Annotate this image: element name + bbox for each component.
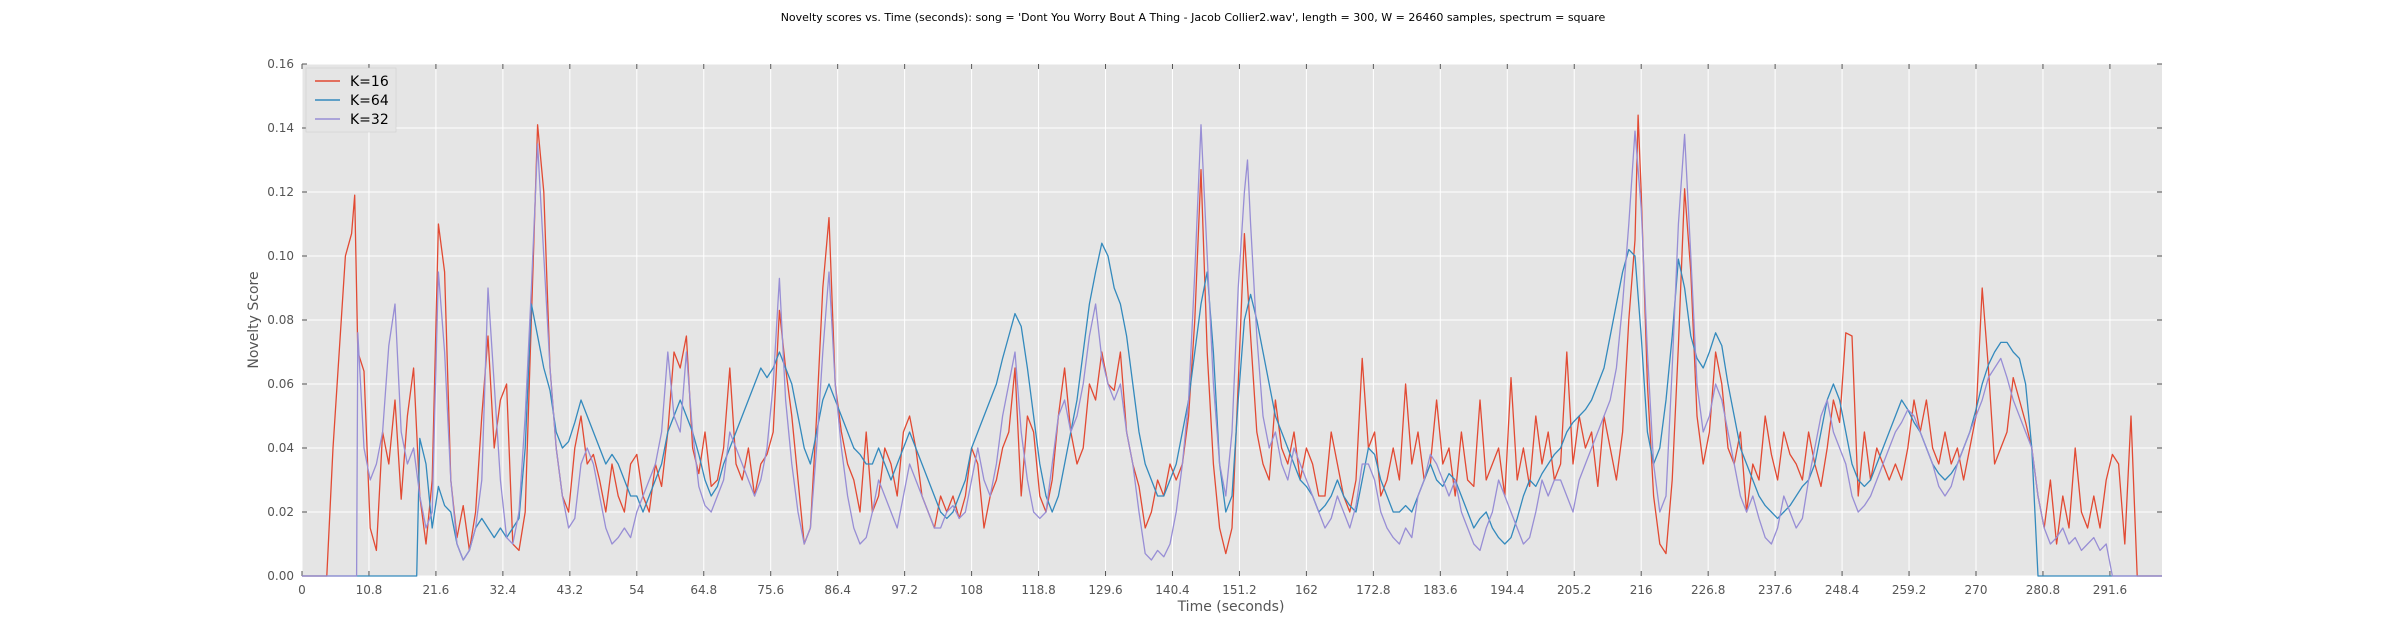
series-line-k16	[302, 114, 2162, 577]
y-tick-label: 0.12	[267, 185, 294, 199]
y-tick-label: 0.16	[267, 57, 294, 71]
x-tick-label: 216	[1630, 583, 1653, 597]
series-lines	[302, 114, 2162, 577]
x-tick-label: 151.2	[1222, 583, 1256, 597]
x-tick-label: 205.2	[1557, 583, 1591, 597]
y-tick-label: 0.14	[267, 121, 294, 135]
y-tick-label: 0.02	[267, 505, 294, 519]
legend-label-k64: K=64	[350, 93, 389, 109]
y-tick-label: 0.10	[267, 249, 294, 263]
x-tick-label: 270	[1965, 583, 1988, 597]
x-tick-label: 21.6	[423, 583, 450, 597]
x-tick-label: 248.4	[1825, 583, 1859, 597]
x-tick-label: 280.8	[2026, 583, 2060, 597]
x-tick-label: 291.6	[2093, 583, 2127, 597]
series-line-k32	[302, 124, 2162, 577]
x-tick-label: 194.4	[1490, 583, 1524, 597]
x-tick-label: 226.8	[1691, 583, 1725, 597]
chart-title: Novelty scores vs. Time (seconds): song …	[781, 11, 1606, 24]
axis-ticks: 0 10.8 21.6 32.4 43.2 54 64.8 75.6 86.4 97.2 108 11…	[267, 57, 2162, 597]
legend-label-k16: K=16	[350, 74, 389, 90]
x-tick-label: 140.4	[1155, 583, 1189, 597]
x-tick-label: 43.2	[556, 583, 583, 597]
y-tick-label: 0.04	[267, 441, 294, 455]
x-tick-label: 10.8	[356, 583, 383, 597]
legend-label-k32: K=32	[350, 112, 389, 128]
legend: K=16 K=64 K=32	[305, 67, 397, 133]
x-tick-label: 172.8	[1356, 583, 1390, 597]
x-tick-label: 97.2	[891, 583, 918, 597]
x-tick-label: 129.6	[1088, 583, 1122, 597]
x-tick-label: 64.8	[690, 583, 717, 597]
x-tick-label: 162	[1295, 583, 1318, 597]
x-tick-label: 54	[629, 583, 644, 597]
x-axis-label: Time (seconds)	[1177, 599, 1285, 615]
y-tick-label: 0.06	[267, 377, 294, 391]
x-tick-label: 86.4	[824, 583, 851, 597]
y-axis-label: Novelty Score	[246, 271, 262, 368]
x-tick-label: 0	[298, 583, 306, 597]
x-tick-label: 259.2	[1892, 583, 1926, 597]
x-tick-label: 183.6	[1423, 583, 1457, 597]
grid-lines	[301, 63, 2162, 577]
x-tick-label: 32.4	[490, 583, 517, 597]
series-line-k64	[302, 242, 2162, 577]
x-tick-label: 108	[960, 583, 983, 597]
x-tick-label: 118.8	[1021, 583, 1055, 597]
x-tick-label: 75.6	[757, 583, 784, 597]
y-tick-label: 0.08	[267, 313, 294, 327]
y-tick-label: 0.00	[267, 569, 294, 583]
x-tick-label: 237.6	[1758, 583, 1792, 597]
